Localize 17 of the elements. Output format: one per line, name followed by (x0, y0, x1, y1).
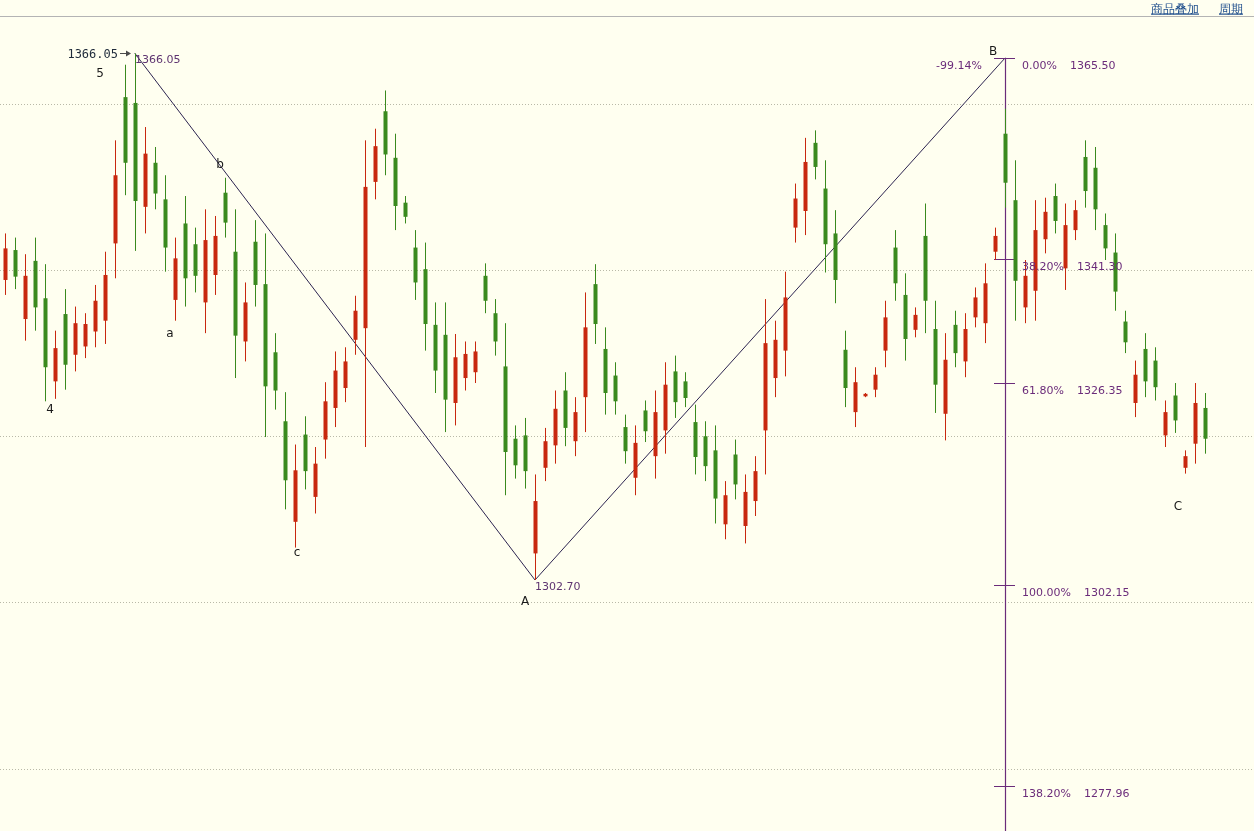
ref-line-label: 61.80% 1326.35 (1022, 383, 1123, 397)
annotation: b (216, 156, 224, 171)
annotation: B (988, 43, 998, 58)
annotation: 4 (46, 401, 54, 416)
annotation: c (293, 544, 301, 559)
annotation: 5 (96, 65, 104, 80)
text: 商品叠加 (1151, 1, 1199, 16)
ref-line-label: 100.00% 1302.15 (1022, 585, 1130, 599)
annotation: C (1173, 498, 1183, 513)
ref-line-label: 0.00% 1365.50 (1022, 58, 1116, 72)
data-label: 1302.70 (535, 580, 581, 593)
annotation: -99.14% (936, 58, 982, 72)
ref-line-label: 138.20% 1277.96 (1022, 786, 1130, 800)
annotation: 1366.05 (67, 46, 118, 61)
annotation: a (166, 325, 174, 340)
text: 周期 (1219, 1, 1243, 16)
annotation: A (520, 593, 530, 608)
